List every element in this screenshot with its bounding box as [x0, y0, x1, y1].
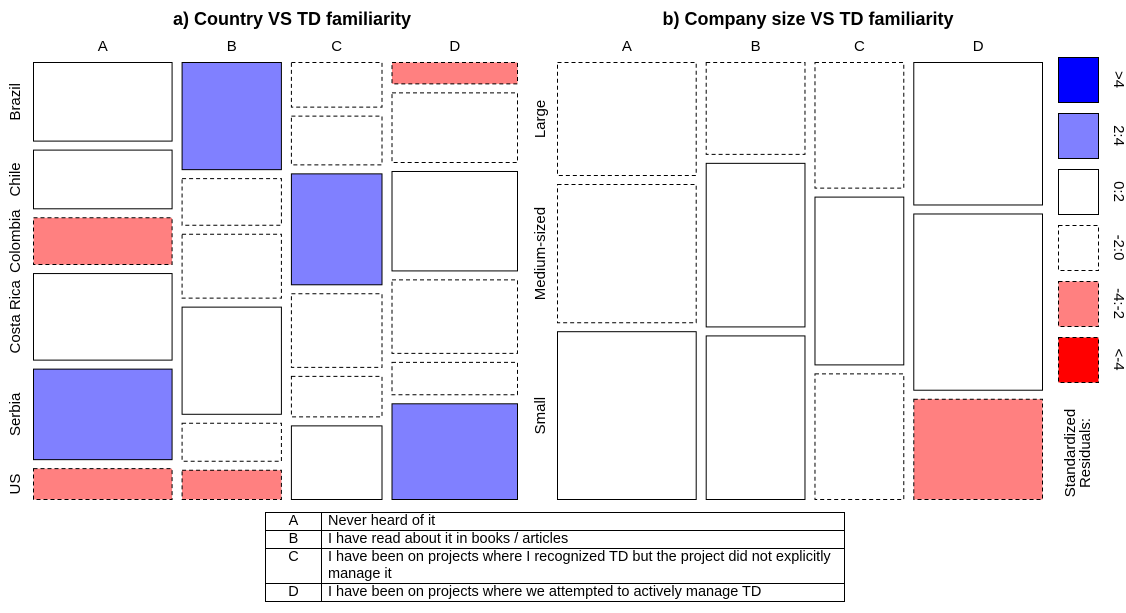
key-row-a: A Never heard of it	[265, 512, 845, 531]
legend-swatch-4-2	[1058, 281, 1099, 327]
mosaic-cell-c-colombia	[290, 173, 383, 286]
mosaic-cell-c-large	[814, 62, 905, 189]
mosaic-cell-d-us	[391, 403, 518, 501]
legend-label: >4	[1110, 71, 1126, 88]
key-letter: B	[265, 530, 322, 549]
column-label-b: B	[751, 38, 761, 55]
column-label-c: C	[854, 38, 865, 55]
legend-label: -4:-2	[1110, 288, 1126, 319]
mosaic-cell-c-serbia	[290, 375, 383, 418]
legend-title: Residuals:	[1077, 418, 1094, 488]
legend-label: -2:0	[1110, 235, 1126, 261]
chart-title: a) Country VS TD familiarity	[173, 9, 411, 29]
row-label-us: US	[7, 474, 24, 495]
mosaic-cell-b-medium-sized	[705, 162, 806, 328]
mosaic-cell-d-brazil	[391, 62, 518, 85]
mosaic-cell-b-brazil	[181, 62, 282, 171]
column-label-c: C	[331, 38, 342, 55]
mosaic-cell-a-small	[557, 331, 697, 501]
column-label-b: B	[227, 38, 237, 55]
mosaic-cell-d-colombia	[391, 170, 518, 272]
mosaic-cell-d-costa-rica	[391, 279, 518, 354]
column-label-a: A	[98, 38, 108, 55]
mosaic-cell-b-us	[181, 469, 282, 500]
legend-label: 0:2	[1110, 181, 1126, 202]
chart-title: b) Company size VS TD familiarity	[662, 9, 953, 29]
mosaic-cell-b-colombia	[181, 233, 282, 299]
row-label-medium-sized: Medium-sized	[532, 207, 549, 300]
mosaic-cell-c-small	[814, 373, 905, 500]
legend-swatch-2-0	[1058, 225, 1099, 271]
legend-swatch-4	[1058, 57, 1099, 103]
legend-swatch-0-2	[1058, 169, 1099, 215]
mosaic-cell-b-small	[705, 335, 806, 501]
row-label-chile: Chile	[7, 162, 24, 196]
mosaic-cell-d-medium-sized	[913, 213, 1043, 391]
column-label-a: A	[622, 38, 632, 55]
mosaic-cell-b-chile	[181, 178, 282, 226]
mosaic-cell-b-costa-rica	[181, 306, 282, 415]
legend-label: 2:4	[1110, 125, 1126, 146]
mosaic-cell-c-us	[290, 425, 383, 500]
row-label-large: Large	[532, 100, 549, 138]
mosaic-cell-c-medium-sized	[814, 196, 905, 366]
legend-title: Standardized	[1062, 409, 1079, 497]
row-label-colombia: Colombia	[7, 209, 24, 273]
legend-swatch-4	[1058, 337, 1099, 383]
mosaic-cell-a-us	[33, 468, 173, 501]
row-label-brazil: Brazil	[7, 83, 24, 121]
mosaic-cell-a-serbia	[33, 368, 173, 461]
mosaic-figure: a) Country VS TD familiarity A B C D Brazil Ch…	[7, 9, 1126, 501]
mosaic-cell-a-costa-rica	[33, 273, 173, 361]
mosaic-cell-c-costa-rica	[290, 293, 383, 368]
mosaic-cell-a-medium-sized	[557, 183, 697, 324]
mosaic-cell-a-large	[557, 62, 697, 176]
legend-swatch-2-4	[1058, 113, 1099, 159]
mosaic-cell-c-brazil	[290, 62, 383, 108]
mosaic-cell-d-small	[913, 398, 1043, 500]
mosaic-cell-b-large	[705, 62, 806, 155]
key-description: I have been on projects where we attempt…	[321, 583, 845, 602]
key-letter: D	[265, 583, 322, 602]
mosaic-cell-d-large	[913, 62, 1043, 206]
mosaic-cell-a-colombia	[33, 217, 173, 266]
row-label-costa-rica: Costa Rica	[7, 280, 24, 354]
mosaic-cell-a-chile	[33, 149, 173, 210]
row-label-small: Small	[532, 397, 549, 435]
mosaic-cell-d-chile	[391, 92, 518, 163]
mosaic-cell-c-chile	[290, 115, 383, 166]
column-label-d: D	[449, 38, 460, 55]
column-label-d: D	[973, 38, 984, 55]
key-letter: C	[265, 548, 322, 584]
key-letter: A	[265, 512, 322, 531]
mosaic-cell-b-serbia	[181, 422, 282, 462]
key-description: I have read about it in books / articles	[321, 530, 845, 549]
key-description: I have been on projects where I recogniz…	[321, 548, 845, 584]
response-key-table: A Never heard of it B I have read about it …	[265, 512, 845, 602]
legend-label: <-4	[1110, 348, 1126, 370]
mosaic-cell-a-brazil	[33, 62, 173, 142]
row-label-serbia: Serbia	[7, 392, 24, 436]
key-description: Never heard of it	[321, 512, 845, 531]
mosaic-cell-d-serbia	[391, 361, 518, 396]
